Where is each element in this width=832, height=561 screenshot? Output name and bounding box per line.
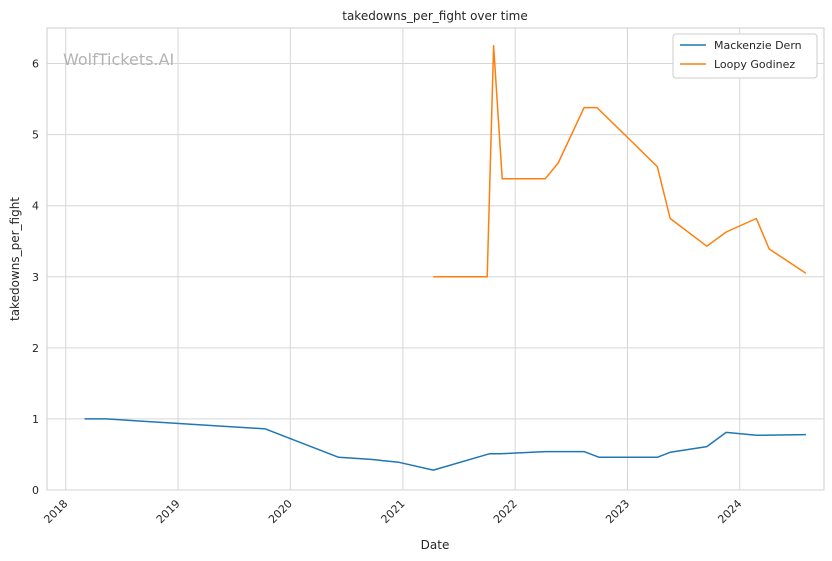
x-tick-label: 2018 [41, 497, 70, 526]
watermark: WolfTickets.AI [63, 50, 174, 69]
y-tick-label: 4 [32, 200, 39, 213]
y-axis-label: takedowns_per_fight [8, 197, 22, 321]
y-tick-label: 3 [32, 271, 39, 284]
series-line-loopy-godinez [433, 45, 807, 278]
legend-label-mackenzie-dern: Mackenzie Dern [714, 39, 802, 52]
legend-label-loopy-godinez: Loopy Godinez [714, 58, 795, 71]
series-lines [84, 45, 807, 471]
x-axis-label: Date [421, 538, 450, 552]
y-tick-label: 2 [32, 342, 39, 355]
x-tick-label: 2023 [603, 497, 632, 526]
y-tick-label: 5 [32, 129, 39, 142]
x-tick-label: 2024 [715, 497, 744, 526]
x-tick-label: 2021 [379, 497, 408, 526]
x-axis-ticks: 2018 2019 2020 2021 2022 2023 2024 [41, 497, 744, 526]
legend-box [672, 33, 818, 79]
y-tick-label: 1 [32, 413, 39, 426]
series-line-mackenzie-dern [84, 418, 806, 471]
chart-title: takedowns_per_fight over time [342, 9, 528, 23]
x-tick-label: 2022 [491, 497, 520, 526]
y-tick-label: 6 [32, 58, 39, 71]
x-tick-label: 2020 [266, 497, 295, 526]
y-tick-label: 0 [32, 484, 39, 497]
x-tick-label: 2019 [154, 497, 183, 526]
legend: Mackenzie Dern Loopy Godinez [672, 33, 818, 79]
y-axis-ticks: 0 1 2 3 4 5 6 [32, 58, 39, 497]
plot-background [46, 27, 825, 491]
